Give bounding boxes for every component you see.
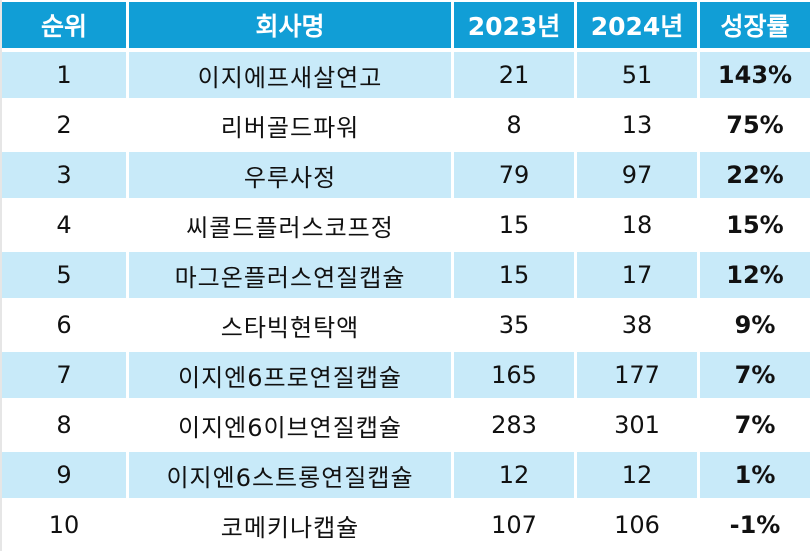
growth-cell: 143% [700, 52, 810, 98]
company-cell: 이지엔6스트롱연질캡슐 [129, 452, 451, 498]
rank-cell: 6 [56, 311, 72, 339]
table-row: 1 이지에프새살연고 21 51 143% [2, 52, 810, 98]
table-row: 9 이지엔6스트롱연질캡슐 12 12 1% [2, 452, 810, 498]
company-cell: 이지엔6프로연질캡슐 [129, 352, 451, 398]
value-2024-cell: 38 [621, 311, 653, 339]
header-rank: 순위 [2, 2, 126, 48]
table-row: 7 이지엔6프로연질캡슐 165 177 7% [2, 352, 810, 398]
value-2023-cell: 283 [491, 411, 537, 439]
value-2024-cell: 12 [577, 452, 697, 498]
growth-cell: 22% [700, 152, 810, 198]
company-cell: 씨콜드플러스코프정 [186, 213, 394, 242]
growth-cell: -1% [729, 511, 781, 539]
rank-cell: 4 [56, 211, 72, 239]
left-border [0, 0, 2, 551]
rank-cell: 1 [2, 52, 126, 98]
growth-cell: 9% [734, 311, 776, 339]
rank-cell: 7 [2, 352, 126, 398]
growth-cell: 15% [726, 211, 784, 239]
value-2023-cell: 15 [498, 211, 530, 239]
value-2023-cell: 165 [454, 352, 574, 398]
value-2023-cell: 35 [498, 311, 530, 339]
rank-cell: 10 [48, 511, 80, 539]
table-row: 8 이지엔6이브연질캡슐 283 301 7% [2, 402, 810, 448]
value-2024-cell: 301 [614, 411, 660, 439]
company-cell: 이지엔6이브연질캡슐 [178, 413, 402, 442]
value-2023-cell: 12 [454, 452, 574, 498]
table-row: 3 우루사정 79 97 22% [2, 152, 810, 198]
value-2023-cell: 15 [454, 252, 574, 298]
rank-cell: 3 [2, 152, 126, 198]
header-row: 순위 회사명 2023년 2024년 성장률 [2, 2, 810, 48]
header-2023: 2023년 [454, 2, 574, 48]
table-row: 2 리버골드파워 8 13 75% [2, 102, 810, 148]
rank-cell: 9 [2, 452, 126, 498]
company-cell: 리버골드파워 [220, 113, 360, 142]
company-cell: 이지에프새살연고 [129, 52, 451, 98]
table-row: 6 스타빅현탁액 35 38 9% [2, 302, 810, 348]
header-2024: 2024년 [577, 2, 697, 48]
value-2024-cell: 51 [577, 52, 697, 98]
company-cell: 우루사정 [129, 152, 451, 198]
value-2024-cell: 18 [621, 211, 653, 239]
growth-cell: 1% [700, 452, 810, 498]
value-2023-cell: 21 [454, 52, 574, 98]
value-2024-cell: 17 [577, 252, 697, 298]
growth-cell: 75% [726, 111, 784, 139]
value-2023-cell: 8 [506, 111, 522, 139]
company-cell: 마그온플러스연질캡슐 [129, 252, 451, 298]
value-2024-cell: 177 [577, 352, 697, 398]
company-cell: 코메키나캡슐 [220, 513, 360, 542]
value-2024-cell: 13 [621, 111, 653, 139]
table-row: 10 코메키나캡슐 107 106 -1% [2, 502, 810, 548]
value-2023-cell: 79 [454, 152, 574, 198]
value-2024-cell: 106 [614, 511, 660, 539]
rank-cell: 2 [56, 111, 72, 139]
rank-cell: 5 [2, 252, 126, 298]
value-2024-cell: 97 [577, 152, 697, 198]
header-company: 회사명 [129, 2, 451, 48]
rank-cell: 8 [56, 411, 72, 439]
table-row: 4 씨콜드플러스코프정 15 18 15% [2, 202, 810, 248]
table-row: 5 마그온플러스연질캡슐 15 17 12% [2, 252, 810, 298]
growth-cell: 7% [734, 411, 776, 439]
value-2023-cell: 107 [491, 511, 537, 539]
growth-cell: 7% [700, 352, 810, 398]
growth-cell: 12% [700, 252, 810, 298]
company-cell: 스타빅현탁액 [220, 313, 360, 342]
header-growth: 성장률 [700, 2, 810, 48]
